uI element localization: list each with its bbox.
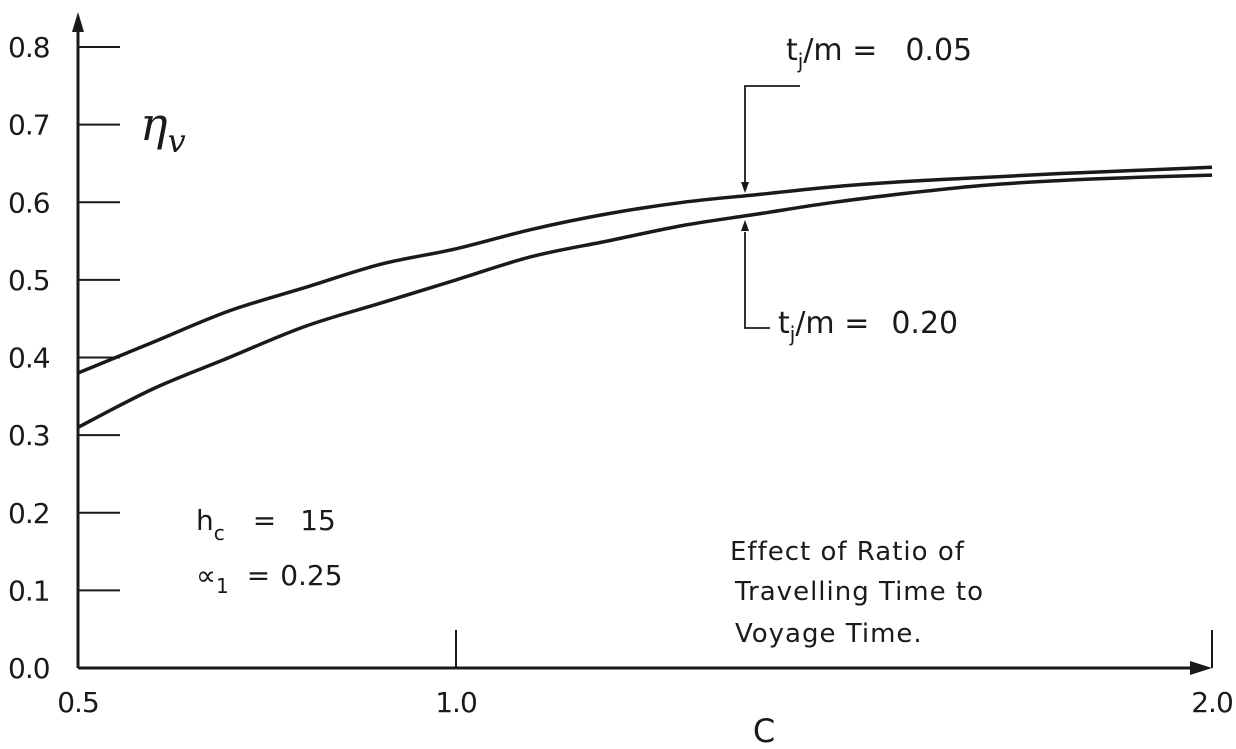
- y-tick-label: 0.4: [8, 342, 50, 375]
- series-line-1: [77, 165, 1213, 375]
- y-tick-label: 0.1: [8, 574, 50, 607]
- x-axis-label: C: [753, 712, 775, 749]
- y-ticks: 0.0 0.1 0.2 0.3 0.4 0.5 0.6 0.7 0.8: [8, 31, 120, 685]
- x-tick-label: 2.0: [1191, 686, 1233, 719]
- param-alpha: ∝1 = 0.25: [196, 559, 343, 598]
- param-hc: hc = 15: [196, 504, 336, 545]
- y-tick-label: 0.3: [8, 419, 50, 452]
- x-tick-label: 0.5: [57, 686, 99, 719]
- series-line-2: [77, 173, 1213, 429]
- series-layer: [77, 165, 1213, 429]
- y-tick-label: 0.8: [8, 31, 50, 64]
- caption-line-2: Travelling Time to: [734, 577, 984, 607]
- upper-leader-line: [744, 85, 800, 188]
- lower-leader-arrow: [741, 220, 749, 231]
- y-tick-label: 0.0: [8, 652, 50, 685]
- upper-leader-arrow: [741, 182, 749, 193]
- caption-line-1: Effect of Ratio of: [730, 537, 965, 567]
- y-axis-arrow: [72, 12, 84, 32]
- y-tick-label: 0.6: [8, 186, 50, 219]
- upper-curve-label-text: tj/m = 0.05: [786, 33, 972, 73]
- x-tick-label: 1.0: [435, 686, 477, 719]
- lower-leader-line: [744, 232, 770, 329]
- y-tick-label: 0.2: [8, 497, 50, 530]
- y-axis-label: ηv: [140, 97, 186, 160]
- lower-curve-label-text: tj/m = 0.20: [778, 306, 958, 346]
- x-axis-arrow: [1190, 661, 1212, 675]
- upper-curve-label: tj/m = 0.05: [741, 33, 972, 193]
- y-axis-label-main: η: [140, 97, 168, 151]
- caption-line-3: Voyage Time.: [735, 619, 923, 649]
- y-axis-label-sub: v: [168, 122, 186, 160]
- y-tick-label: 0.5: [8, 264, 50, 297]
- lower-curve-label: tj/m = 0.20: [741, 220, 958, 346]
- x-ticks: 0.5 1.0 2.0: [57, 630, 1234, 719]
- y-tick-label: 0.7: [8, 109, 50, 142]
